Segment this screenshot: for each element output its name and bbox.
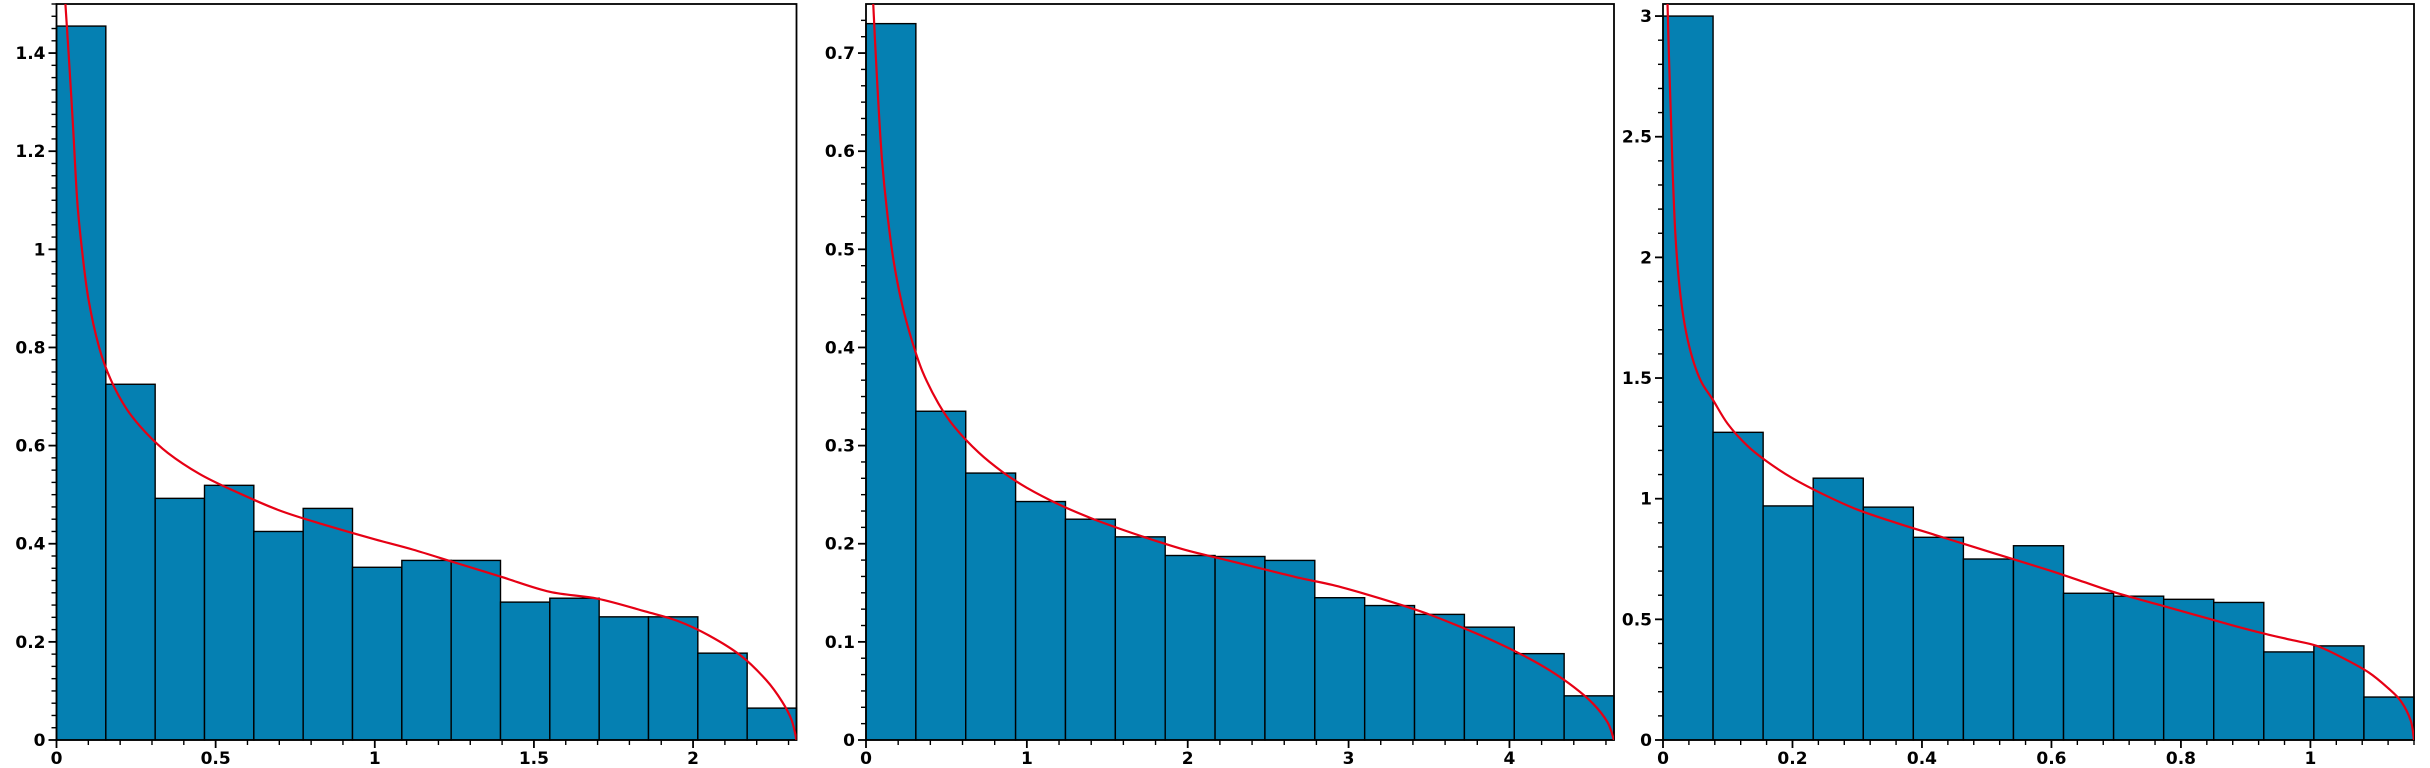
x-tick-label: 0.5 — [201, 749, 231, 768]
histogram-bar — [2263, 651, 2315, 741]
y-tick-label: 0.1 — [825, 633, 855, 653]
x-tick-label: 2 — [687, 749, 699, 768]
x-tick-label: 1 — [1021, 749, 1033, 768]
histogram-bar — [1513, 652, 1565, 741]
histogram-plot: 0 0.5 1 1.5 2 0 0.2 0.4 0.6 0.8 1 1.2 1.4 — [15, 3, 798, 768]
histogram-bar — [253, 530, 304, 741]
y-tick-label: 2.5 — [1622, 128, 1652, 148]
histogram-bar — [2112, 595, 2165, 741]
histogram-bar — [1712, 431, 1764, 741]
histogram-bar — [302, 507, 354, 741]
histogram-bar — [1064, 518, 1117, 741]
histogram-bar — [450, 559, 502, 741]
y-tick-label: 0.6 — [825, 142, 855, 162]
histogram-bar — [499, 601, 551, 741]
y-tick-label: 0.2 — [15, 633, 45, 653]
histogram-plot: 0 0.2 0.4 0.6 0.8 1 0 0.5 1 1.5 2 2.5 3 — [1622, 3, 2415, 768]
chart-panel-left: 0 0.5 1 1.5 2 0 0.2 0.4 0.6 0.8 1 1.2 1.4 — [0, 0, 810, 768]
histogram-bar — [203, 484, 255, 741]
histogram-bar — [1413, 613, 1466, 741]
y-tick-label: 1.5 — [1622, 369, 1652, 389]
x-tick-label: 0 — [51, 749, 63, 768]
histogram-bar — [1014, 500, 1067, 741]
y-tick-label: 0 — [1640, 731, 1652, 751]
chart-panel-middle: 0 1 2 3 4 0 0.1 0.2 0.3 0.4 0.5 0.6 0.7 — [810, 0, 1620, 768]
x-tick-label: 1 — [369, 749, 381, 768]
histogram-bar — [1912, 536, 1965, 741]
histogram-bar — [1463, 626, 1515, 741]
x-tick-label: 4 — [1504, 749, 1516, 768]
y-tick-label: 0.2 — [825, 535, 855, 555]
x-tick-label: 2 — [1182, 749, 1194, 768]
histogram-bar — [2012, 545, 2065, 741]
fit-curve — [64, 4, 797, 740]
histogram-bar — [1214, 555, 1266, 741]
plot-box — [865, 3, 1615, 741]
histogram-bar — [1314, 597, 1366, 741]
histogram-bar — [1962, 558, 2015, 741]
y-tick-label: 0.3 — [825, 437, 855, 457]
histogram-bar — [401, 559, 452, 741]
histogram-bar — [1264, 559, 1316, 741]
x-tick-label: 0.4 — [1907, 749, 1937, 768]
y-tick-label: 2 — [1640, 248, 1652, 268]
x-tick-label: 3 — [1343, 749, 1355, 768]
histogram-bar — [1812, 477, 1864, 741]
histogram-bar — [1114, 536, 1166, 741]
histogram-bar — [915, 410, 967, 741]
y-tick-label: 3 — [1640, 7, 1652, 27]
y-tick-label: 1 — [1640, 490, 1652, 510]
histogram-bar — [351, 566, 403, 741]
histogram-bar — [647, 616, 699, 741]
y-tick-label: 0.7 — [825, 44, 855, 64]
histogram-bar — [1363, 604, 1416, 741]
histogram-bar — [2062, 592, 2115, 741]
y-tick-label: 0.4 — [15, 535, 45, 555]
y-tick-label: 0 — [34, 731, 46, 751]
fit-curve — [872, 4, 1614, 740]
histogram-bar — [865, 22, 917, 741]
y-tick-label: 1.4 — [15, 44, 45, 64]
x-tick-label: 0.2 — [1777, 749, 1807, 768]
y-tick-label: 0.5 — [825, 240, 855, 260]
histogram-bar — [697, 652, 748, 741]
x-tick-label: 0 — [860, 749, 872, 768]
y-tick-label: 0.8 — [15, 338, 45, 358]
histogram-bar — [2162, 598, 2215, 741]
histogram-bar — [598, 616, 650, 741]
x-tick-label: 0.8 — [2166, 749, 2196, 768]
histogram-bar — [549, 597, 600, 741]
histogram-bar — [55, 25, 107, 741]
x-tick-label: 0.6 — [2036, 749, 2066, 768]
histogram-bar — [1164, 554, 1216, 741]
fit-curve — [1666, 4, 2414, 740]
plot-box — [1662, 3, 2415, 741]
histogram-bar — [2313, 645, 2365, 741]
histogram-bar — [1762, 505, 1814, 741]
histogram-bar — [1862, 506, 1915, 741]
x-tick-label: 1.5 — [519, 749, 549, 768]
y-tick-label: 1 — [34, 240, 46, 260]
histogram-bar — [1563, 695, 1615, 741]
histogram-plot: 0 1 2 3 4 0 0.1 0.2 0.3 0.4 0.5 0.6 0.7 — [825, 3, 1615, 768]
y-tick-label: 0.4 — [825, 338, 855, 358]
histogram-bar — [154, 497, 206, 741]
histogram-bar — [965, 472, 1017, 741]
y-tick-label: 0 — [843, 731, 855, 751]
y-tick-label: 1.2 — [15, 142, 45, 162]
histogram-bar — [105, 383, 156, 741]
y-tick-label: 0.5 — [1622, 610, 1652, 630]
x-tick-label: 1 — [2304, 749, 2316, 768]
histogram-bar — [2363, 696, 2415, 741]
x-tick-label: 0 — [1657, 749, 1669, 768]
y-tick-label: 0.6 — [15, 437, 45, 457]
chart-panel-right: 0 0.2 0.4 0.6 0.8 1 0 0.5 1 1.5 2 2.5 3 — [1620, 0, 2430, 768]
